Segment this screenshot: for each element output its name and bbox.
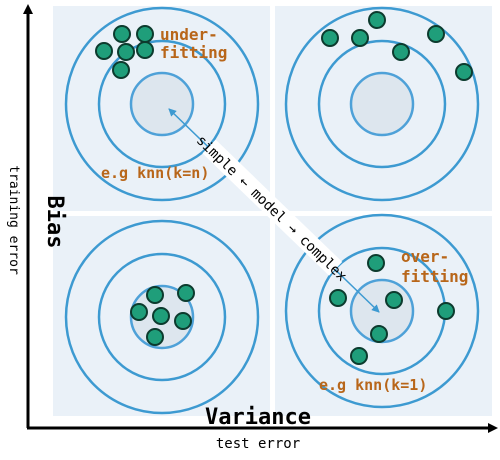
dots-top-left [95, 25, 154, 79]
shot-dot [177, 284, 195, 302]
underfitting-label-line2: fitting [160, 43, 227, 62]
shot-dot [174, 312, 192, 330]
y-axis-subtitle: training error [6, 165, 21, 275]
shot-dot [130, 303, 148, 321]
shot-dot [385, 291, 403, 309]
shot-dot [146, 286, 164, 304]
shot-dot [351, 29, 369, 47]
shot-dot [136, 25, 154, 43]
shot-dot [437, 302, 455, 320]
shot-dot [113, 25, 131, 43]
x-axis-title: Variance [205, 405, 311, 430]
shot-dot [427, 25, 445, 43]
dots-top-right [321, 11, 473, 81]
shot-dot [368, 11, 386, 29]
shot-dot [392, 43, 410, 61]
underfitting-label-line1: under- [160, 25, 218, 44]
y-axis-title: Bias [42, 196, 67, 249]
shot-dot [112, 61, 130, 79]
overfitting-label-line1: over- [401, 247, 449, 266]
shot-dot [95, 42, 113, 60]
shot-dot [455, 63, 473, 81]
shot-dot [329, 289, 347, 307]
underfitting-example: e.g knn(k=n) [101, 164, 209, 182]
shot-dot [152, 307, 170, 325]
shot-dot [321, 29, 339, 47]
shot-dot [136, 41, 154, 59]
shot-dot [350, 347, 368, 365]
overfitting-label-line2: fitting [401, 267, 468, 286]
shot-dot [370, 325, 388, 343]
shot-dot [117, 43, 135, 61]
shot-dot [367, 254, 385, 272]
x-axis-subtitle: test error [216, 436, 300, 452]
overfitting-example: e.g knn(k=1) [319, 376, 427, 394]
shot-dot [146, 328, 164, 346]
